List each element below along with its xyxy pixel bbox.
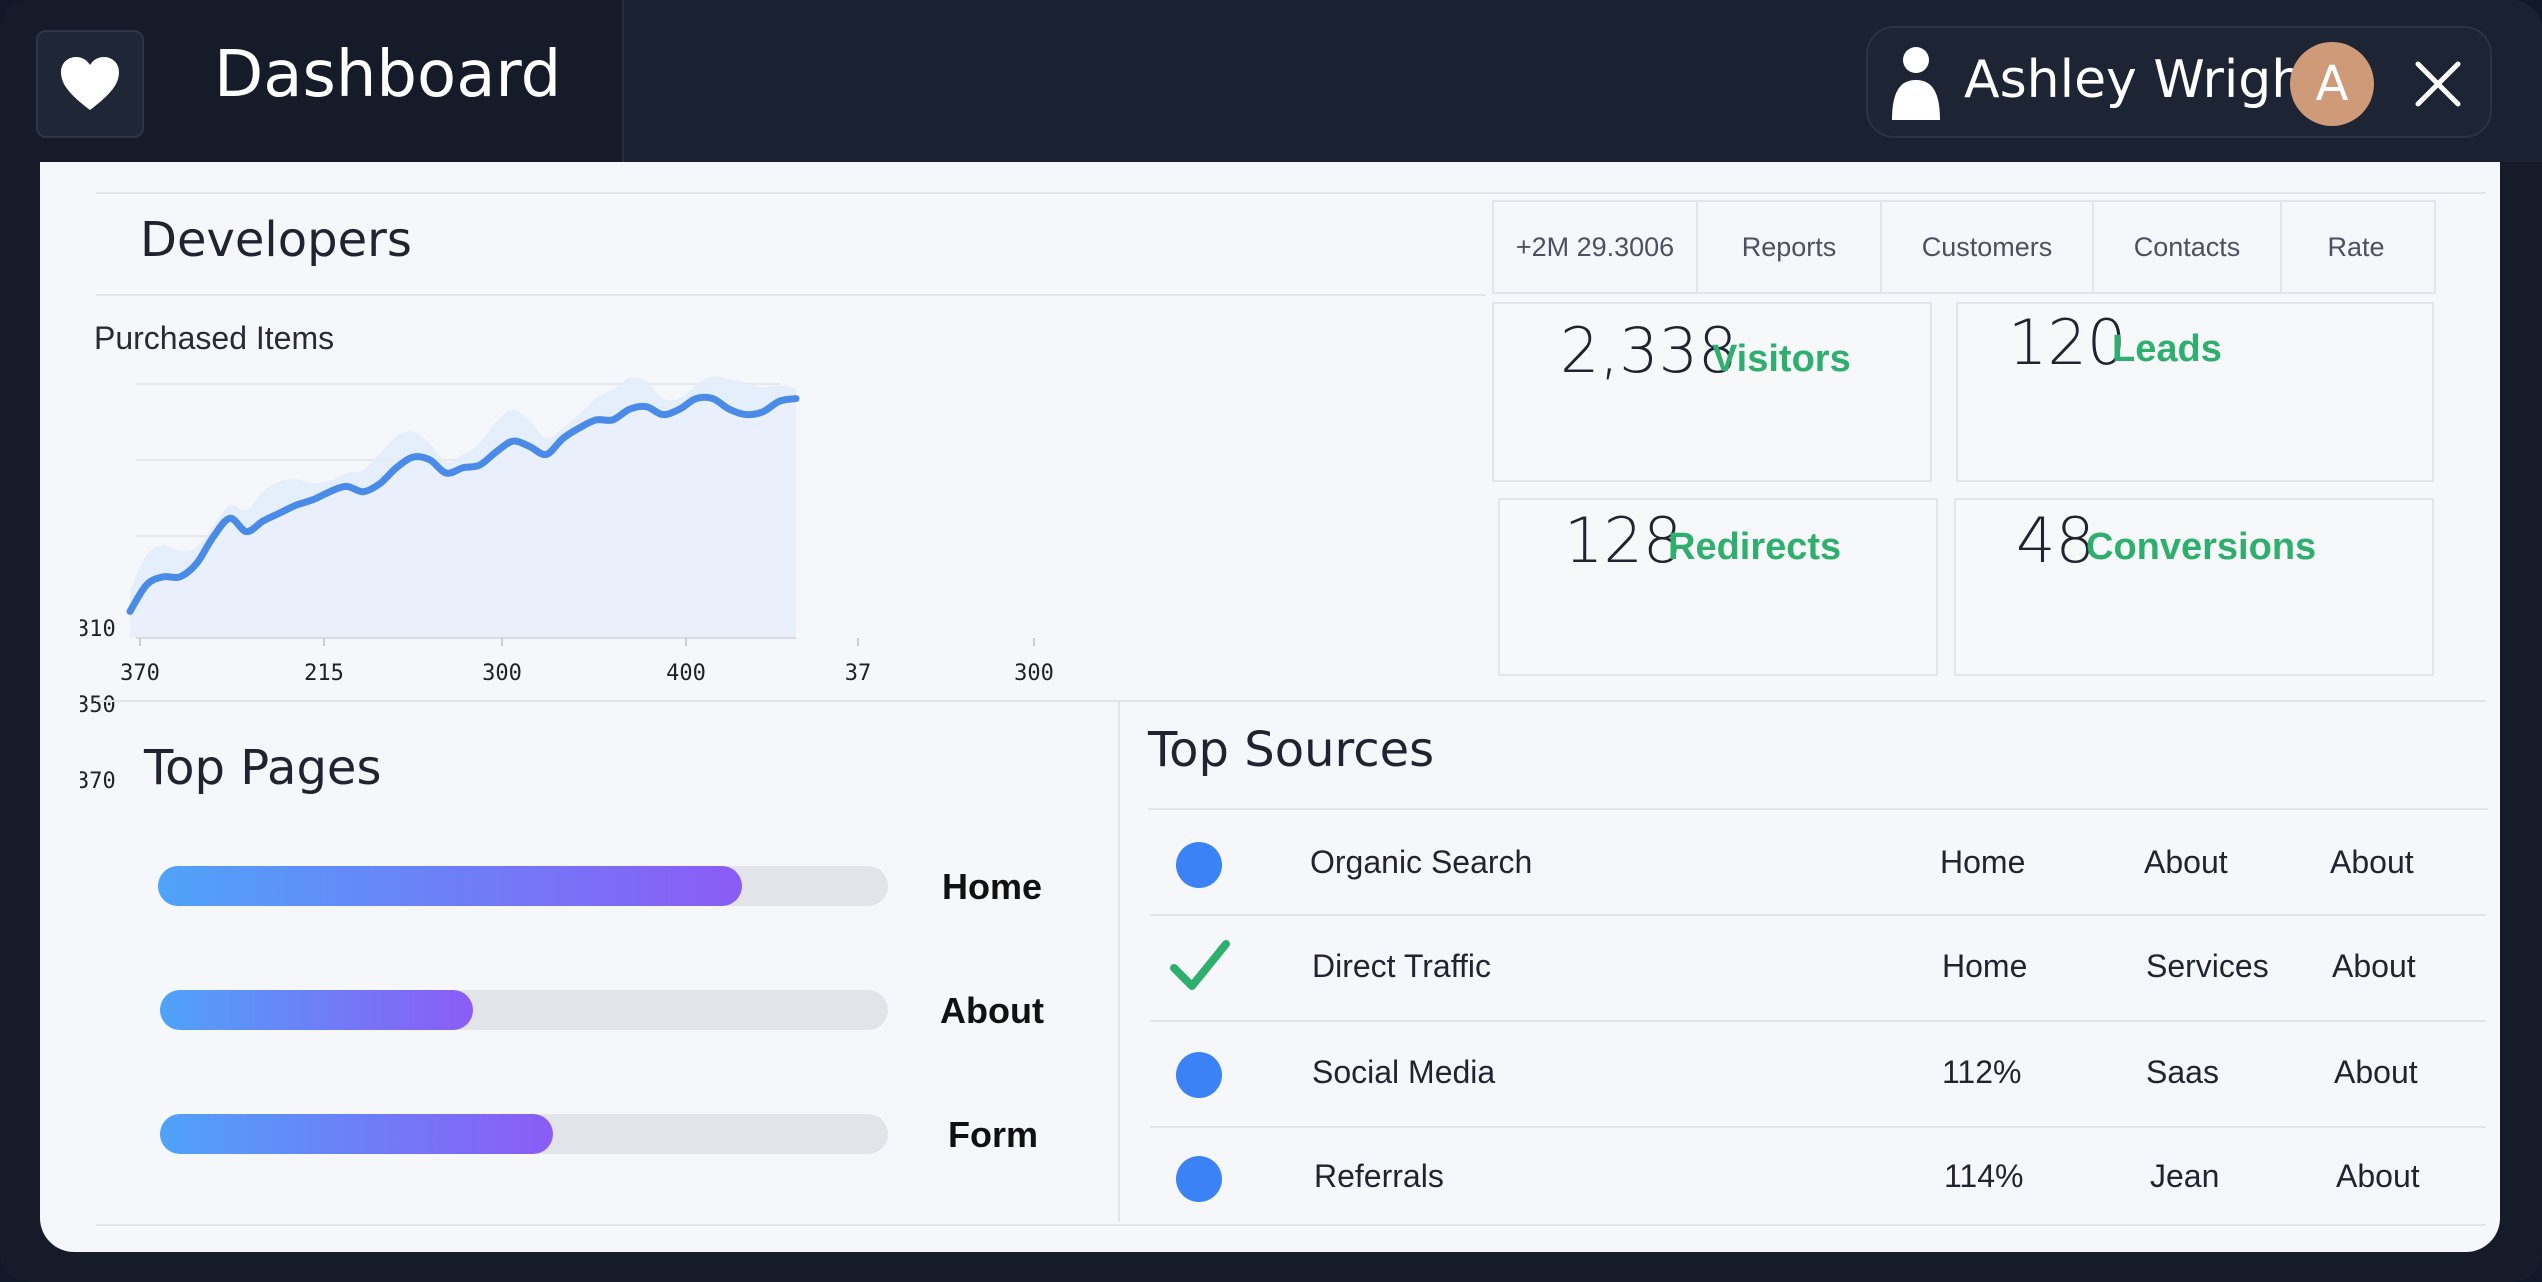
page-label-form: Form <box>948 1114 1038 1155</box>
avatar[interactable]: A <box>2290 42 2374 126</box>
user-icon <box>1892 47 1940 120</box>
stat-visitors[interactable]: 2,338 Visitors <box>1492 302 1932 482</box>
page-progress-about <box>160 990 888 1030</box>
close-icon[interactable] <box>2408 54 2468 114</box>
divider <box>96 192 2486 194</box>
heart-icon <box>61 57 119 110</box>
divider <box>1150 914 2486 916</box>
user-menu[interactable]: Ashley Wright A <box>1866 26 2492 138</box>
source-cell: About <box>2336 1158 2420 1194</box>
page-title: Dashboard <box>214 38 562 112</box>
divider <box>1150 1126 2486 1128</box>
dot-icon <box>1176 1156 1222 1202</box>
source-name: Direct Traffic <box>1312 948 1491 984</box>
home-button[interactable] <box>36 30 144 138</box>
stat-value: 128 <box>1564 504 1683 577</box>
page-progress-home <box>158 866 888 906</box>
source-name: Social Media <box>1312 1054 1496 1090</box>
x-tick-label: 37 <box>845 661 872 686</box>
source-row[interactable]: Direct Traffic Home Services About <box>1150 916 2450 1020</box>
divider <box>96 294 1486 296</box>
stat-value: 2,338 <box>1560 314 1738 387</box>
source-cell: About <box>2330 844 2414 880</box>
tab-range[interactable]: +2M 29.3006 <box>1494 202 1698 292</box>
series-line <box>126 393 800 615</box>
progress-fill <box>160 1114 554 1154</box>
source-name: Organic Search <box>1310 844 1533 880</box>
source-cell: Jean <box>2150 1158 2220 1194</box>
source-name: Referrals <box>1314 1158 1444 1194</box>
stat-label: Leads <box>2112 328 2222 370</box>
y-tick-label: 350 <box>80 693 116 718</box>
x-tick-label: 215 <box>304 661 344 686</box>
dot-icon <box>1176 1052 1222 1098</box>
area-fill <box>130 397 796 638</box>
stat-label: Visitors <box>1712 338 1851 380</box>
user-name: Ashley Wright <box>1964 50 2325 110</box>
y-tick-label: 370 <box>80 769 116 794</box>
tab-contacts[interactable]: Contacts <box>2094 202 2282 292</box>
tab-reports[interactable]: Reports <box>1698 202 1882 292</box>
stat-value: 48 <box>2016 504 2095 577</box>
source-cell: Home <box>1940 844 2026 880</box>
y-tick-label: 310 <box>80 617 116 642</box>
developers-title: Developers <box>140 212 412 268</box>
source-row[interactable]: Social Media 112% Saas About <box>1150 1022 2450 1126</box>
x-tick-label: 400 <box>666 661 706 686</box>
progress-fill <box>158 866 742 906</box>
source-cell: Home <box>1942 948 2028 984</box>
top-pages-title: Top Pages <box>144 740 382 796</box>
tab-customers[interactable]: Customers <box>1882 202 2094 292</box>
stat-label: Conversions <box>2086 526 2317 568</box>
dot-icon <box>1176 842 1222 888</box>
divider <box>1118 702 1120 1222</box>
x-tick-label: 300 <box>482 661 522 686</box>
source-row[interactable]: Referrals 114% Jean About <box>1150 1126 2450 1230</box>
page-label-about: About <box>940 990 1044 1031</box>
stat-leads[interactable]: 120 Leads <box>1956 302 2434 482</box>
source-cell: About <box>2144 844 2228 880</box>
developer-tabs: +2M 29.3006 Reports Customers Contacts R… <box>1492 200 2436 294</box>
top-sources-title: Top Sources <box>1148 722 1435 778</box>
main-card: Developers +2M 29.3006 Reports Customers… <box>40 162 2500 1252</box>
page-progress-form <box>160 1114 888 1154</box>
x-tick-label: 300 <box>1014 661 1054 686</box>
divider <box>96 700 2486 702</box>
source-cell: Saas <box>2146 1054 2219 1090</box>
source-cell: 114% <box>1944 1158 2024 1194</box>
divider <box>96 1224 2486 1226</box>
stat-label: Redirects <box>1668 526 1842 568</box>
chart-title: Purchased Items <box>94 320 335 356</box>
brand-area: Dashboard <box>0 0 624 162</box>
divider <box>1150 1020 2486 1022</box>
source-row[interactable]: Organic Search Home About About <box>1150 812 2450 916</box>
page-label-home: Home <box>942 866 1043 907</box>
check-icon <box>1170 940 1230 990</box>
divider <box>1148 808 2488 810</box>
source-cell: About <box>2334 1054 2418 1090</box>
stat-value: 120 <box>2008 306 2127 379</box>
top-bar: Dashboard Ashley Wright A <box>0 0 2542 162</box>
progress-fill <box>160 990 474 1030</box>
stat-conversions[interactable]: 48 Conversions <box>1954 498 2434 676</box>
tab-rate[interactable]: Rate <box>2327 231 2385 262</box>
source-cell: Services <box>2146 948 2269 984</box>
stat-redirects[interactable]: 128 Redirects <box>1498 498 1938 676</box>
source-cell: About <box>2332 948 2416 984</box>
source-cell: 112% <box>1942 1054 2022 1090</box>
x-tick-label: 370 <box>120 661 160 686</box>
